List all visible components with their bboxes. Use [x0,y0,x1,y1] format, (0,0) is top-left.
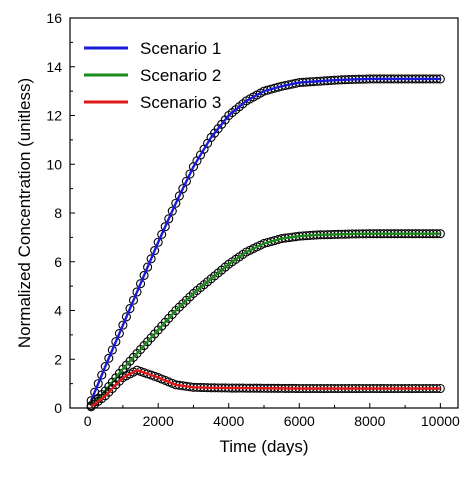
y-axis-title: Normalized Concentration (unitless) [15,78,34,348]
x-tick-label: 10000 [421,413,460,429]
series-1-marker [167,206,177,216]
series-1-marker [143,262,153,272]
series-1-marker [125,303,135,314]
series-1-marker [136,279,146,289]
series-1-marker [93,379,103,389]
y-tick-label: 0 [54,400,62,416]
y-tick-label: 2 [54,351,62,367]
x-axis-title: Time (days) [219,437,308,456]
series-1-marker [121,312,131,322]
series-1-marker [100,362,110,372]
series-1-marker [157,229,167,239]
y-tick-label: 10 [46,156,62,172]
series-1-marker [107,345,117,355]
series-1-marker [146,254,156,264]
legend-label-1: Scenario 1 [140,39,221,58]
series-1-marker [185,169,195,179]
series-2 [86,229,445,411]
plot-frame [69,17,459,409]
y-tick-label: 6 [54,254,62,270]
series-1-marker [160,222,170,232]
series-1-marker [150,245,160,256]
series-1-marker [181,176,191,186]
series-1-marker [164,214,174,224]
series-1-marker [114,328,124,338]
x-tick-label: 0 [84,413,92,429]
series-1-marker [174,191,184,201]
x-tick-label: 2000 [143,413,174,429]
series-1-marker [118,320,128,330]
series-1 [86,74,445,406]
y-tick-label: 8 [54,205,62,221]
series-2-line [90,232,441,407]
series-1-marker [132,287,142,297]
series-1-marker [128,295,139,305]
series-1-marker [171,198,181,208]
legend-label-3: Scenario 3 [140,93,221,112]
x-tick-label: 4000 [213,413,244,429]
series-1-marker [139,270,149,280]
series-1-marker [97,370,107,380]
series-1-marker [111,337,121,347]
y-tick-label: 14 [46,59,62,75]
x-tick-label: 6000 [284,413,315,429]
legend-label-2: Scenario 2 [140,66,221,85]
y-tick-label: 16 [46,10,62,26]
series-3-line [90,369,441,408]
x-tick-label: 8000 [354,413,385,429]
series-1-marker [153,237,163,247]
series-1-marker [178,184,188,194]
y-tick-label: 4 [54,303,62,319]
y-tick-label: 12 [46,108,62,124]
series-1-marker [104,353,114,363]
series-3 [86,365,445,412]
legend: Scenario 1 Scenario 2 Scenario 3 [84,39,221,112]
series-1-line [90,77,441,402]
